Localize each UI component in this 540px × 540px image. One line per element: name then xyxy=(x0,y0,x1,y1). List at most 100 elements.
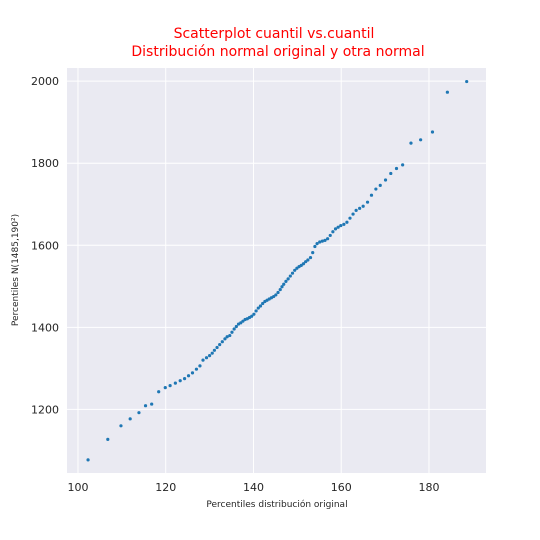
data-point xyxy=(288,274,292,278)
data-point xyxy=(223,337,227,341)
y-tick-label: 1400 xyxy=(31,321,59,334)
data-point xyxy=(374,187,378,191)
data-point xyxy=(186,374,191,378)
data-point xyxy=(365,200,370,204)
data-point xyxy=(389,171,393,176)
data-point xyxy=(218,342,222,347)
data-point xyxy=(308,255,313,260)
data-point xyxy=(301,262,306,266)
data-point xyxy=(276,290,280,295)
data-point xyxy=(299,263,303,267)
data-point xyxy=(315,242,319,246)
data-point xyxy=(204,356,209,360)
data-point xyxy=(250,314,254,318)
x-tick-labels: 100 120 140 160 180 xyxy=(67,481,439,494)
data-point xyxy=(228,333,232,338)
chart-title-line-2: Distribución normal original y otra norm… xyxy=(131,44,424,60)
data-point xyxy=(328,233,332,238)
x-tick-label: 160 xyxy=(331,481,352,494)
data-point xyxy=(194,367,199,371)
data-point xyxy=(401,163,405,167)
data-point xyxy=(234,324,238,329)
data-point xyxy=(178,379,182,383)
y-tick-label: 1200 xyxy=(31,403,59,416)
data-point xyxy=(430,130,435,134)
data-point xyxy=(282,282,286,286)
y-tick-label: 2000 xyxy=(31,75,59,88)
x-tick-label: 180 xyxy=(418,481,439,494)
y-axis-label: Percentiles N(1485,190²) xyxy=(11,214,21,326)
data-point xyxy=(261,301,265,306)
data-point xyxy=(354,208,358,212)
data-point xyxy=(378,183,382,187)
data-point xyxy=(331,230,335,234)
y-tick-label: 1800 xyxy=(31,157,59,170)
data-point xyxy=(311,251,315,255)
data-point xyxy=(198,364,202,368)
chart-title-line-1: Scatterplot cuantil vs.cuantil xyxy=(174,26,375,42)
data-point xyxy=(157,390,161,394)
data-point xyxy=(383,178,388,182)
data-point xyxy=(284,279,288,283)
data-point xyxy=(295,266,299,270)
data-point xyxy=(326,237,330,241)
data-point xyxy=(320,239,324,243)
data-point xyxy=(168,383,172,388)
data-point xyxy=(150,402,154,406)
data-point xyxy=(290,271,295,275)
data-point xyxy=(323,238,327,242)
data-point xyxy=(137,411,141,415)
data-point xyxy=(304,260,308,264)
data-point xyxy=(201,358,205,362)
data-point xyxy=(336,225,340,229)
y-tick-labels: 1200 1400 1600 1800 2000 xyxy=(31,75,59,416)
plot-area xyxy=(67,68,486,473)
data-point xyxy=(241,319,245,323)
data-point xyxy=(286,277,290,281)
data-point xyxy=(220,340,224,344)
grid-lines xyxy=(67,68,486,473)
data-point xyxy=(230,330,234,334)
data-point xyxy=(210,351,214,355)
data-point xyxy=(106,437,110,441)
x-tick-label: 120 xyxy=(155,481,176,494)
data-point xyxy=(252,312,256,316)
data-point xyxy=(409,141,413,145)
data-point xyxy=(293,268,297,272)
data-point xyxy=(272,294,276,299)
data-point xyxy=(254,309,258,313)
data-point xyxy=(119,424,123,428)
data-point xyxy=(207,354,212,358)
data-point xyxy=(143,404,148,408)
data-point xyxy=(351,212,355,216)
data-point xyxy=(256,306,260,310)
data-point xyxy=(361,204,365,208)
x-tick-label: 100 xyxy=(67,481,88,494)
data-point xyxy=(306,258,310,262)
data-point xyxy=(212,348,217,352)
data-point xyxy=(278,287,282,292)
data-point xyxy=(128,417,132,421)
data-point xyxy=(280,285,284,289)
data-points xyxy=(86,79,469,462)
y-tick-label: 1600 xyxy=(31,239,59,252)
data-point xyxy=(394,166,399,171)
data-point xyxy=(419,138,423,142)
data-point xyxy=(190,371,195,375)
data-point xyxy=(182,377,187,381)
data-point xyxy=(86,458,90,462)
data-point xyxy=(369,193,374,197)
data-point xyxy=(258,304,263,308)
data-point xyxy=(318,240,322,244)
data-point xyxy=(342,222,346,226)
data-point xyxy=(465,79,469,84)
data-point xyxy=(333,227,338,231)
x-axis-label: Percentiles distribución original xyxy=(206,499,347,510)
data-point xyxy=(225,335,229,339)
data-point xyxy=(163,386,167,390)
data-point xyxy=(358,206,362,210)
data-point xyxy=(339,223,343,228)
data-point xyxy=(173,381,177,385)
data-point xyxy=(239,321,243,325)
